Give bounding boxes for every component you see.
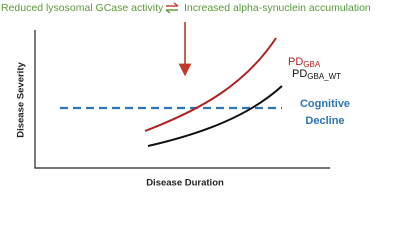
curve-gba-wt: [147, 85, 283, 147]
diagram: Reduced lysosomal GCase activity Increas…: [1, 2, 371, 189]
curve-label-gba-wt: PDGBA_WT: [292, 68, 341, 81]
exchange-arrows: [165, 2, 179, 14]
curve-gba: [144, 37, 277, 132]
y-axis-label: Disease Severity: [16, 62, 27, 138]
curve-label-gba: PDGBA: [288, 56, 321, 69]
threshold-label-2: Decline: [305, 115, 344, 127]
threshold-label-1: Cognitive: [300, 98, 350, 110]
header-left: Reduced lysosomal GCase activity: [1, 2, 164, 14]
header-right: Increased alpha-synuclein accumulation: [184, 2, 371, 14]
axes: [34, 30, 330, 169]
x-axis-label: Disease Duration: [146, 178, 224, 189]
